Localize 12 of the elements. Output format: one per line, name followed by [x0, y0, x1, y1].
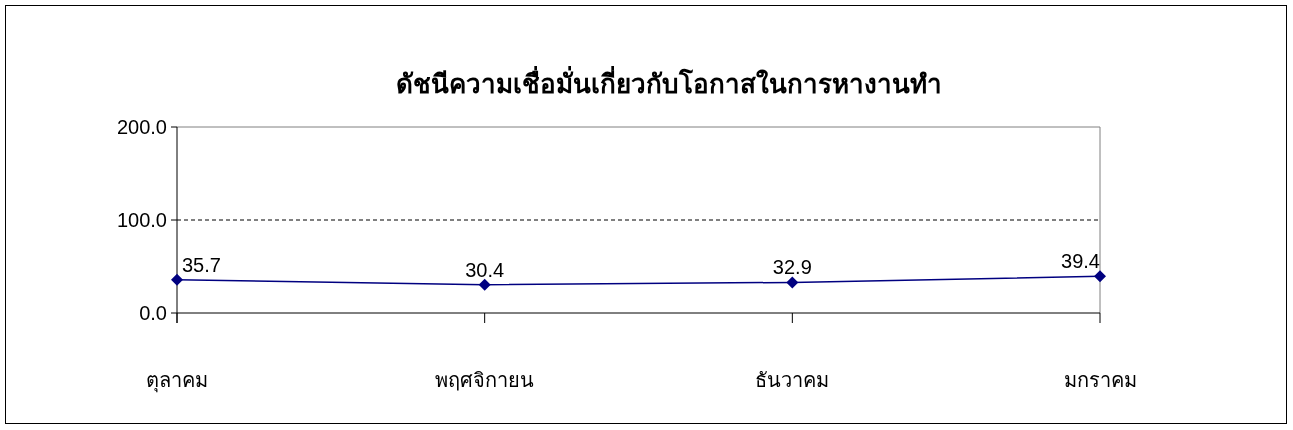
- data-label: 30.4: [465, 258, 505, 281]
- y-tick-label: 100.0: [116, 209, 167, 231]
- y-tick-label: 0.0: [139, 302, 167, 324]
- x-tick-label: ธันวาคม: [755, 369, 830, 391]
- x-tick-label: ตุลาคม: [146, 369, 208, 393]
- y-tick-label: 200.0: [116, 116, 167, 138]
- x-tick-label: พฤศจิกายน: [435, 369, 535, 391]
- chart-title: ดัชนีความเชื่อมั่นเกี่ยวกับโอกาสในการหางานทำ: [395, 65, 942, 99]
- data-label: 35.7: [182, 253, 221, 276]
- x-tick-label: มกราคม: [1063, 369, 1137, 391]
- data-label: 39.4: [1061, 250, 1100, 273]
- data-label: 32.9: [772, 256, 812, 279]
